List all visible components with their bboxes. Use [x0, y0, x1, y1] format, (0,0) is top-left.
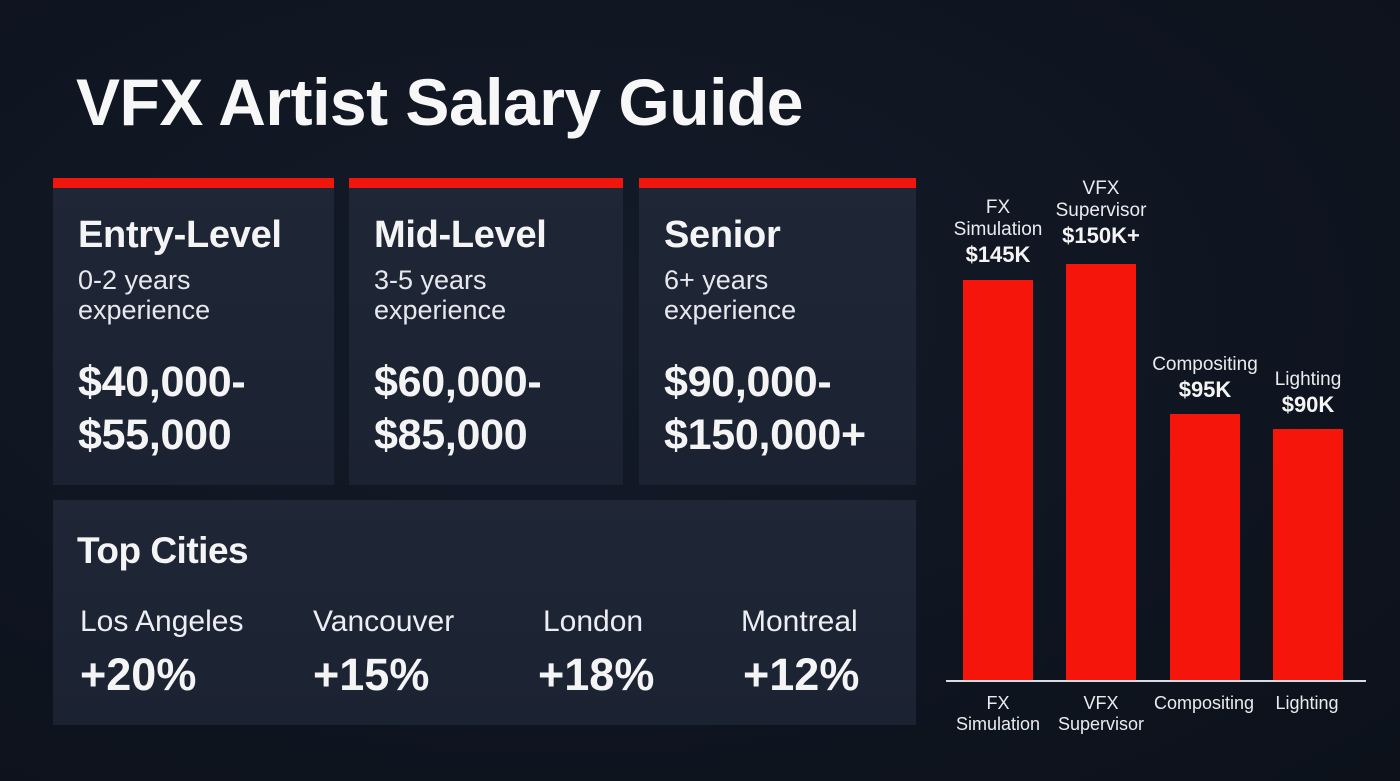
- card-salary-range: $40,000- $55,000: [78, 356, 246, 462]
- page-title: VFX Artist Salary Guide: [76, 65, 803, 139]
- bar-compositing: [1170, 414, 1240, 681]
- bar-vfx-supervisor: [1066, 264, 1136, 681]
- bar-value: $90K: [1281, 392, 1335, 417]
- salary-min: $40,000-: [78, 358, 246, 406]
- salary-max: $150,000+: [664, 411, 866, 459]
- bar-label-line: Lighting: [1274, 369, 1342, 390]
- card-salary-range: $60,000- $85,000: [374, 356, 542, 462]
- bar-label-fx-simulation: FX Simulation $145K: [933, 197, 1063, 269]
- bar-label-vfx-supervisor: VFX Supervisor $150K+: [1036, 178, 1166, 250]
- experience-years: 3-5 years: [374, 265, 487, 295]
- city-name: Vancouver: [313, 605, 455, 638]
- city-premium: +20%: [80, 649, 197, 700]
- salary-card-senior: Senior 6+ years experience $90,000- $150…: [639, 178, 916, 485]
- city-premium: +18%: [538, 649, 655, 700]
- bar-label-line: Simulation: [953, 219, 1043, 240]
- city-name: Montreal: [741, 605, 858, 638]
- salary-by-role-chart: FX Simulation $145K VFX Supervisor $150K…: [940, 178, 1380, 760]
- salary-card-mid-level: Mid-Level 3-5 years experience $60,000- …: [349, 178, 623, 485]
- x-tick-fx-simulation: FX Simulation: [933, 693, 1063, 735]
- x-tick-line: FX: [986, 693, 1010, 713]
- experience-years: 0-2 years: [78, 265, 191, 295]
- city-item-vancouver: Vancouver +15%: [313, 604, 454, 700]
- card-level-title: Senior: [664, 214, 781, 256]
- bar-value: $150K+: [1062, 223, 1140, 248]
- card-level-title: Mid-Level: [374, 214, 547, 256]
- top-cities-panel: Top Cities Los Angeles +20% Vancouver +1…: [53, 500, 916, 725]
- x-tick-compositing: Compositing: [1139, 693, 1269, 714]
- city-item-los-angeles: Los Angeles +20%: [80, 604, 243, 700]
- x-tick-lighting: Lighting: [1242, 693, 1372, 714]
- x-tick-line: Simulation: [955, 714, 1041, 734]
- bar-label-line: Compositing: [1152, 354, 1258, 375]
- bar-value: $145K: [965, 242, 1031, 267]
- city-name: Los Angeles: [80, 605, 244, 638]
- city-premium: +12%: [743, 649, 860, 700]
- city-premium: +15%: [313, 649, 430, 700]
- x-tick-vfx-supervisor: VFX Supervisor: [1036, 693, 1166, 735]
- experience-label: experience: [374, 295, 507, 325]
- salary-card-entry-level: Entry-Level 0-2 years experience $40,000…: [53, 178, 334, 485]
- x-tick-line: VFX: [1083, 693, 1119, 713]
- bar-label-lighting: Lighting $90K: [1243, 369, 1373, 419]
- chart-x-axis: [946, 680, 1366, 682]
- top-cities-heading: Top Cities: [77, 530, 249, 571]
- card-experience: 6+ years experience: [664, 265, 904, 325]
- experience-label: experience: [78, 295, 211, 325]
- bar-label-compositing: Compositing $95K: [1140, 354, 1270, 404]
- salary-max: $55,000: [78, 411, 232, 459]
- salary-max: $85,000: [374, 411, 528, 459]
- card-level-title: Entry-Level: [78, 214, 282, 256]
- bar-fx-simulation: [963, 280, 1033, 681]
- bar-label-line: VFX: [1082, 178, 1120, 199]
- city-item-london: London +18%: [538, 604, 654, 700]
- city-item-montreal: Montreal +12%: [741, 604, 859, 700]
- card-experience: 3-5 years experience: [374, 265, 614, 325]
- x-tick-line: Compositing: [1153, 693, 1255, 713]
- card-accent-bar: [53, 178, 334, 188]
- card-accent-bar: [639, 178, 916, 188]
- bar-label-line: FX: [985, 197, 1011, 218]
- card-accent-bar: [349, 178, 623, 188]
- bar-label-line: Supervisor: [1055, 200, 1147, 221]
- salary-min: $90,000-: [664, 358, 832, 406]
- card-salary-range: $90,000- $150,000+: [664, 356, 866, 462]
- card-experience: 0-2 years experience: [78, 265, 318, 325]
- bar-value: $95K: [1178, 377, 1232, 402]
- city-name: London: [543, 605, 644, 638]
- x-tick-line: Lighting: [1275, 693, 1339, 713]
- salary-min: $60,000-: [374, 358, 542, 406]
- experience-years: 6+ years: [664, 265, 769, 295]
- bar-lighting: [1273, 429, 1343, 681]
- x-tick-line: Supervisor: [1057, 714, 1145, 734]
- experience-label: experience: [664, 295, 797, 325]
